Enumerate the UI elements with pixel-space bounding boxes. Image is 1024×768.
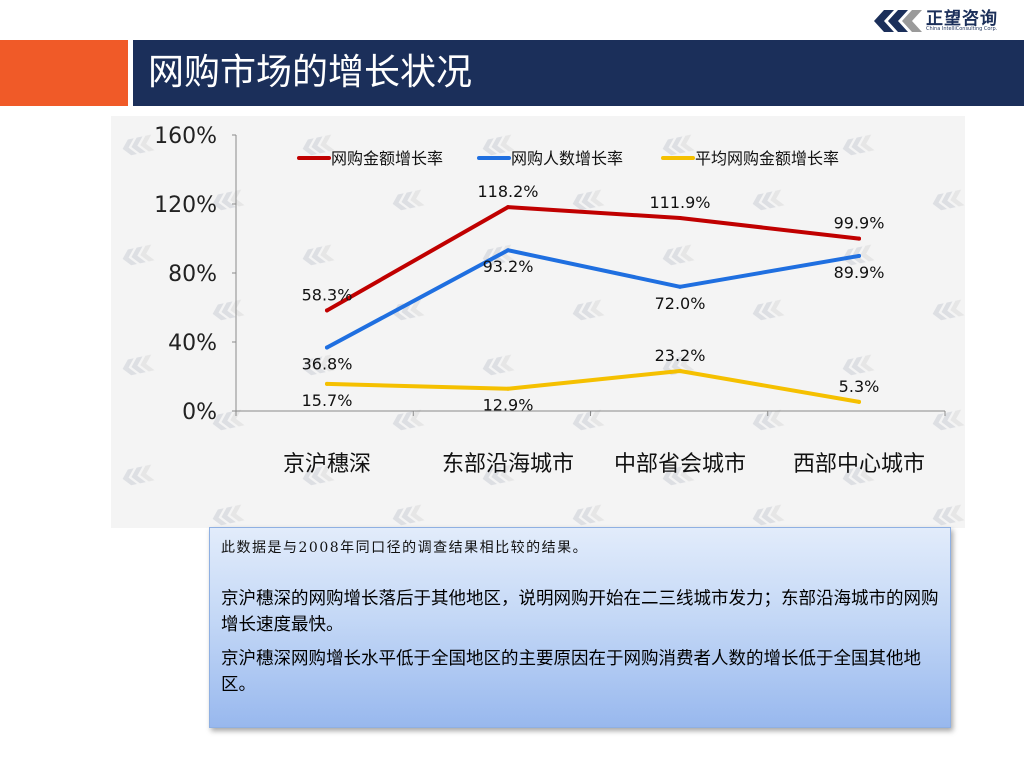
logo-subtext: China IntelliConsulting Corp. — [926, 26, 998, 32]
legend-label: 网购金额增长率 — [331, 149, 443, 168]
watermark-icon — [932, 409, 965, 431]
data-point — [678, 284, 682, 289]
series-line — [325, 248, 861, 350]
watermark-icon — [842, 244, 875, 266]
watermark-icon — [302, 464, 335, 486]
watermark-icon — [482, 464, 515, 486]
data-point — [857, 236, 861, 241]
watermark-icon — [572, 504, 605, 526]
y-tick-label: 80% — [168, 262, 217, 287]
data-point — [678, 368, 682, 373]
x-category-label: 东部沿海城市 — [442, 452, 574, 477]
data-point — [325, 381, 329, 386]
watermark-icon — [932, 189, 965, 211]
data-label: 36.8% — [302, 355, 353, 374]
note-paragraph-2: 京沪穗深网购增长水平低于全国地区的主要原因在于网购消费者人数的增长低于全国其他地… — [221, 649, 921, 695]
y-tick-label: 0% — [182, 400, 217, 425]
watermark-icon — [122, 354, 155, 376]
watermark-icon — [752, 409, 785, 431]
data-label: 23.2% — [655, 346, 706, 365]
note-paragraph-1: 京沪穗深的网购增长落后于其他地区，说明网购开始在二三线城市发力；东部沿海城市的网… — [221, 589, 939, 635]
watermark-icon — [662, 464, 695, 486]
watermark-icon — [662, 134, 695, 156]
watermark-icon — [842, 464, 875, 486]
watermark-icon — [752, 504, 785, 526]
watermark-icon — [212, 504, 245, 526]
company-logo-icon — [874, 10, 922, 32]
data-label: 89.9% — [834, 263, 885, 282]
watermark-icon — [392, 504, 425, 526]
chart-axes: 0% 40% 80% 120% 160% 京沪穗深 东部沿海城市 中部省会城市 西部中心城市 — [154, 124, 946, 477]
data-label: 99.9% — [834, 214, 885, 233]
watermark-icon — [932, 504, 965, 526]
watermark-icon — [302, 134, 335, 156]
data-label: 15.7% — [302, 391, 353, 410]
watermark-icon — [212, 189, 245, 211]
series-line — [325, 205, 861, 313]
watermark-icon — [662, 244, 695, 266]
data-label: 118.2% — [477, 182, 538, 201]
y-tick-label: 160% — [154, 124, 217, 149]
watermark-icon — [572, 409, 605, 431]
data-point — [678, 215, 682, 220]
watermark-icon — [212, 299, 245, 321]
watermark-icon — [302, 244, 335, 266]
watermark-icon — [482, 134, 515, 156]
data-point — [857, 253, 861, 258]
watermark-layer — [122, 134, 965, 526]
note-source: 此数据是与2008年同口径的调查结果相比较的结果。 — [221, 540, 589, 556]
data-point — [325, 308, 329, 313]
watermark-icon — [122, 244, 155, 266]
watermark-icon — [392, 189, 425, 211]
watermark-icon — [572, 189, 605, 211]
chart-data-labels: 58.3% 118.2% 111.9% 99.9% 36.8% 93.2% 72.0% 89.… — [302, 182, 885, 415]
notes-box: 此数据是与2008年同口径的调查结果相比较的结果。 京沪穗深的网购增长落后于其他… — [209, 527, 951, 728]
data-label: 111.9% — [649, 193, 710, 212]
data-label: 72.0% — [655, 294, 706, 313]
watermark-icon — [572, 299, 605, 321]
data-point — [506, 386, 510, 391]
watermark-icon — [752, 189, 785, 211]
watermark-icon — [212, 409, 245, 431]
y-tick-label: 40% — [168, 331, 217, 356]
x-category-label: 西部中心城市 — [793, 452, 925, 477]
x-category-label: 中部省会城市 — [614, 452, 746, 477]
title-bar — [133, 40, 1024, 106]
x-category-label: 京沪穗深 — [283, 452, 371, 477]
watermark-icon — [932, 299, 965, 321]
series-line — [325, 368, 861, 404]
watermark-icon — [122, 464, 155, 486]
legend-label: 网购人数增长率 — [511, 149, 623, 168]
watermark-icon — [752, 299, 785, 321]
chart-series — [325, 205, 861, 404]
watermark-icon — [122, 134, 155, 156]
logo-text: 正望咨询 — [926, 9, 998, 29]
line-chart: 0% 40% 80% 120% 160% 京沪穗深 东部沿海城市 中部省会城市 西部中心城市 网… — [122, 124, 965, 526]
legend-label: 平均网购金额增长率 — [695, 149, 839, 168]
data-point — [506, 248, 510, 253]
watermark-icon — [392, 409, 425, 431]
data-point — [857, 399, 861, 404]
data-point — [325, 345, 329, 350]
watermark-icon — [302, 354, 335, 376]
watermark-icon — [842, 354, 875, 376]
chart-panel: 0% 40% 80% 120% 160% 京沪穗深 东部沿海城市 中部省会城市 西部中心城市 网… — [111, 116, 965, 528]
watermark-icon — [842, 134, 875, 156]
title-accent-block — [0, 40, 128, 106]
watermark-icon — [482, 354, 515, 376]
data-point — [506, 205, 510, 210]
y-tick-label: 120% — [154, 193, 217, 218]
data-label: 58.3% — [302, 285, 353, 304]
data-label: 93.2% — [483, 257, 534, 276]
data-label: 5.3% — [839, 377, 880, 396]
chart-legend: 网购金额增长率 网购人数增长率 平均网购金额增长率 — [297, 149, 839, 168]
page-title: 网购市场的增长状况 — [148, 52, 473, 93]
data-label: 12.9% — [483, 396, 534, 415]
